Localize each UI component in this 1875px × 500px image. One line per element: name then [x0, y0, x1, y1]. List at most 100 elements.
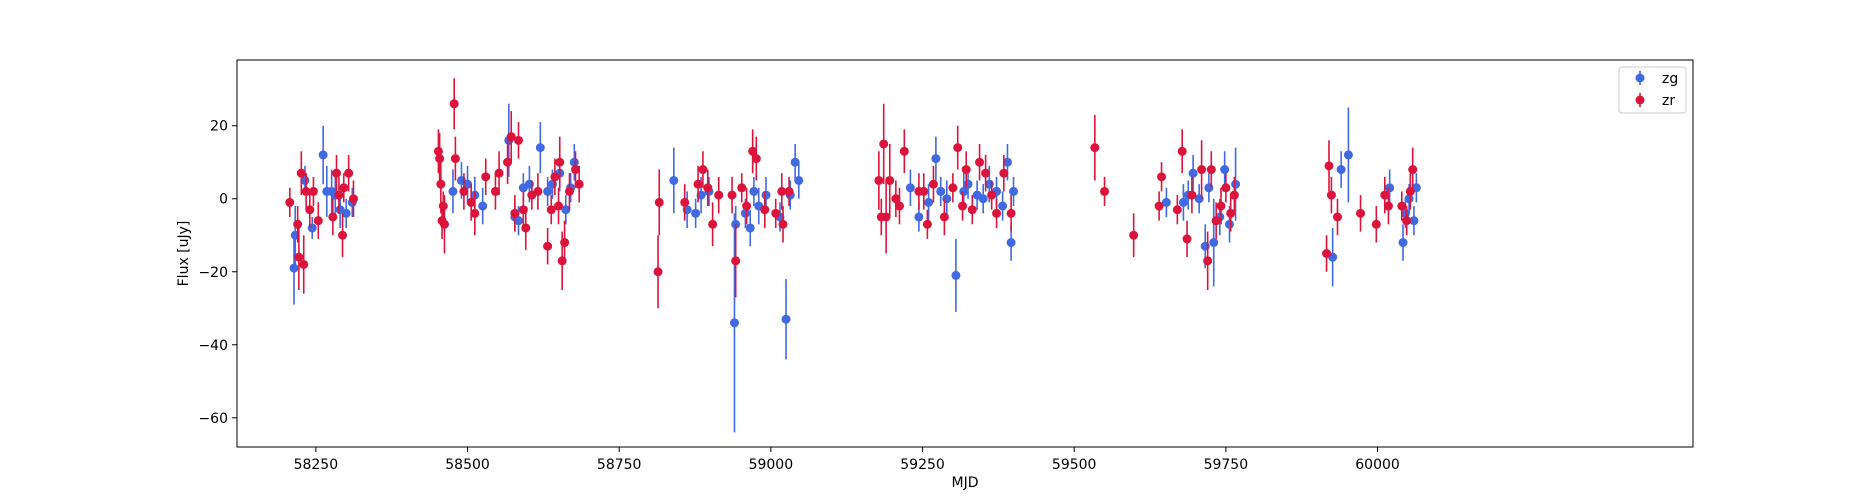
- point-zr: [506, 132, 516, 142]
- point-zg: [924, 197, 934, 207]
- point-zr: [771, 208, 781, 218]
- point-zr: [1380, 190, 1390, 200]
- point-zg: [478, 201, 488, 211]
- point-zr: [899, 146, 909, 156]
- point-zg: [1398, 238, 1408, 248]
- point-zr: [344, 168, 354, 178]
- point-zr: [714, 190, 724, 200]
- y-axis-label: Flux [uJy]: [176, 221, 192, 287]
- point-zg: [1002, 157, 1012, 167]
- point-zr: [939, 212, 949, 222]
- point-zg: [691, 208, 701, 218]
- point-zr: [1371, 219, 1381, 229]
- legend-marker: [1635, 95, 1645, 105]
- point-zr: [510, 208, 520, 218]
- y-tick-label: −60: [198, 411, 228, 427]
- point-zg: [1188, 168, 1198, 178]
- point-zr: [436, 179, 446, 189]
- point-zr: [450, 154, 460, 164]
- point-zr: [1211, 216, 1221, 226]
- point-zr: [449, 99, 459, 109]
- legend: zg zr: [1618, 66, 1687, 114]
- point-zr: [285, 197, 295, 207]
- legend-label: zg: [1662, 71, 1678, 87]
- x-tick-label: 58750: [597, 457, 642, 473]
- point-zg: [749, 186, 759, 196]
- point-zr: [703, 183, 713, 193]
- point-zg: [318, 150, 328, 160]
- point-zg: [729, 318, 739, 328]
- point-zr: [1203, 256, 1213, 266]
- point-zg: [1409, 216, 1419, 226]
- point-zg: [1336, 165, 1346, 175]
- point-zr: [778, 219, 788, 229]
- point-zr: [299, 259, 309, 269]
- point-zr: [693, 179, 703, 189]
- point-zr: [1322, 249, 1332, 258]
- point-zr: [1226, 208, 1236, 218]
- point-zr: [1221, 183, 1231, 193]
- point-zr: [348, 194, 358, 204]
- point-zg: [1385, 183, 1395, 193]
- point-zr: [992, 208, 1002, 218]
- point-zg: [1400, 208, 1410, 218]
- point-zr: [975, 157, 985, 167]
- point-zr: [1216, 201, 1226, 211]
- point-zr: [513, 135, 523, 145]
- x-tick-label: 60000: [1355, 457, 1400, 473]
- point-zr: [574, 179, 584, 189]
- point-zr: [1383, 201, 1393, 211]
- y-tick-label: 20: [210, 119, 228, 135]
- point-zg: [1161, 197, 1171, 207]
- x-tick-label: 59250: [900, 457, 945, 473]
- point-zr: [1177, 146, 1187, 156]
- point-zr: [466, 197, 476, 207]
- point-zg: [1404, 194, 1414, 204]
- point-zr: [433, 146, 443, 156]
- point-zg: [963, 179, 973, 189]
- plot-marks: [285, 78, 1421, 433]
- point-zr: [737, 183, 747, 193]
- point-zr: [751, 154, 761, 164]
- point-zr: [1324, 161, 1334, 171]
- point-zr: [470, 208, 480, 218]
- point-zr: [680, 197, 690, 207]
- point-zr: [328, 212, 338, 222]
- point-zr: [331, 168, 341, 178]
- point-zg: [1225, 219, 1235, 229]
- point-zr: [654, 197, 664, 207]
- point-zr: [1356, 208, 1366, 218]
- point-zr: [698, 165, 708, 175]
- point-zr: [731, 256, 741, 266]
- point-zr: [708, 219, 718, 229]
- point-zg: [745, 223, 755, 233]
- point-zg: [914, 212, 924, 222]
- point-zr: [961, 165, 971, 175]
- point-zr: [919, 186, 929, 196]
- point-zr: [1182, 234, 1192, 244]
- point-zr: [554, 201, 564, 211]
- point-zr: [999, 168, 1009, 178]
- point-zg: [513, 216, 523, 226]
- point-zr: [439, 219, 449, 229]
- point-zr: [481, 172, 491, 182]
- point-zg: [448, 186, 458, 196]
- point-zg: [1006, 238, 1016, 248]
- point-zr: [784, 186, 794, 196]
- point-zg: [794, 175, 804, 185]
- point-zg: [535, 143, 545, 153]
- y-tick-label: 0: [219, 192, 228, 208]
- point-zr: [546, 205, 556, 215]
- point-zr: [879, 139, 889, 149]
- point-zg: [569, 157, 579, 167]
- point-zr: [503, 157, 513, 167]
- point-zr: [922, 219, 932, 229]
- point-zr: [777, 186, 787, 196]
- point-zr: [560, 238, 570, 248]
- point-zg: [543, 186, 553, 196]
- point-zr: [334, 190, 344, 200]
- point-zg: [781, 314, 791, 324]
- point-zr: [550, 172, 560, 182]
- point-zr: [564, 186, 574, 196]
